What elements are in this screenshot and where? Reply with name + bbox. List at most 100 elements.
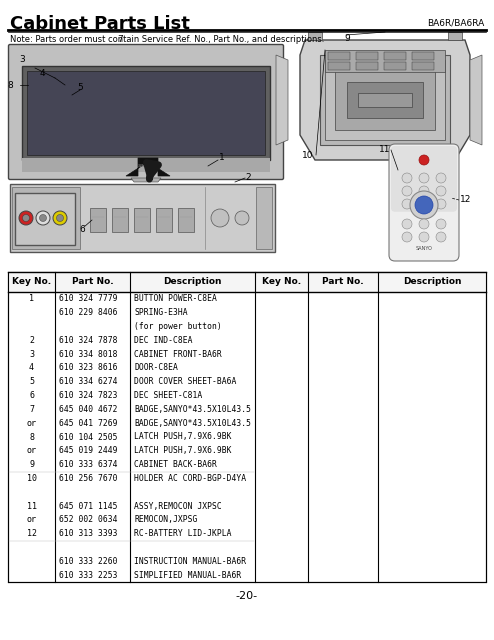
Bar [8, 272, 486, 292]
Text: DEC IND-C8EA: DEC IND-C8EA [134, 336, 193, 345]
Text: Note: Parts order must contain Service Ref. No., Part No., and descriptions.: Note: Parts order must contain Service R… [10, 35, 325, 44]
Bar [320, 55, 450, 145]
Text: 1: 1 [219, 154, 225, 163]
Circle shape [23, 214, 30, 221]
Text: BADGE,SANYO*43.5X10L43.5: BADGE,SANYO*43.5X10L43.5 [134, 405, 251, 414]
Text: 6: 6 [29, 391, 34, 400]
Circle shape [436, 186, 446, 196]
Text: Description: Description [403, 278, 461, 287]
Text: 610 313 3393: 610 313 3393 [59, 529, 118, 538]
Circle shape [436, 173, 446, 183]
Text: 9: 9 [344, 34, 350, 43]
Text: 645 040 4672: 645 040 4672 [59, 405, 118, 414]
FancyBboxPatch shape [8, 45, 284, 179]
Text: 610 324 7779: 610 324 7779 [59, 294, 118, 303]
Circle shape [419, 173, 429, 183]
Circle shape [53, 211, 67, 225]
Text: DOOR COVER SHEET-BA6A: DOOR COVER SHEET-BA6A [134, 377, 236, 387]
Text: 7: 7 [117, 35, 123, 44]
Text: 11: 11 [27, 502, 37, 511]
Text: BUTTON POWER-C8EA: BUTTON POWER-C8EA [134, 294, 217, 303]
Bar [256, 187, 272, 249]
Text: 11: 11 [378, 145, 390, 154]
Text: RC-BATTERY LID-JKPLA: RC-BATTERY LID-JKPLA [134, 529, 232, 538]
Text: Key No.: Key No. [12, 278, 51, 287]
Bar [112, 208, 128, 232]
Text: BADGE,SANYO*43.5X10L43.5: BADGE,SANYO*43.5X10L43.5 [134, 419, 251, 428]
Circle shape [402, 232, 412, 242]
FancyBboxPatch shape [389, 144, 459, 261]
Bar [27, 71, 265, 155]
Text: -20-: -20- [236, 591, 258, 601]
Bar [356, 52, 378, 60]
Text: 610 324 7878: 610 324 7878 [59, 336, 118, 345]
Text: 8: 8 [7, 81, 13, 90]
Text: SIMPLIFIED MANUAL-BA6R: SIMPLIFIED MANUAL-BA6R [134, 571, 241, 580]
Text: CABINET BACK-BA6R: CABINET BACK-BA6R [134, 460, 217, 469]
Text: DEC SHEET-C81A: DEC SHEET-C81A [134, 391, 202, 400]
Circle shape [436, 219, 446, 229]
Polygon shape [126, 158, 170, 176]
Text: 645 019 2449: 645 019 2449 [59, 446, 118, 455]
Text: BA6R/BA6RA: BA6R/BA6RA [427, 19, 484, 28]
Circle shape [419, 199, 429, 209]
Text: Cabinet Parts List: Cabinet Parts List [10, 15, 190, 33]
Bar [347, 82, 423, 118]
Circle shape [419, 186, 429, 196]
Text: 12: 12 [27, 529, 37, 538]
Bar [308, 32, 322, 40]
Text: 5: 5 [77, 83, 83, 93]
Bar [384, 52, 406, 60]
Bar [325, 50, 445, 72]
Text: 3: 3 [19, 56, 25, 65]
Text: REMOCON,JXPSG: REMOCON,JXPSG [134, 515, 198, 524]
Text: 4: 4 [29, 364, 34, 372]
Text: ASSY,REMOCON JXPSC: ASSY,REMOCON JXPSC [134, 502, 222, 511]
Text: SANYO: SANYO [415, 246, 432, 250]
Circle shape [436, 199, 446, 209]
Bar [335, 70, 435, 130]
Text: INSTRUCTION MANUAL-BA6R: INSTRUCTION MANUAL-BA6R [134, 557, 246, 566]
Text: 9: 9 [29, 460, 34, 469]
Text: 6: 6 [79, 225, 85, 234]
Polygon shape [470, 55, 482, 145]
Bar [178, 208, 194, 232]
Text: Key No.: Key No. [262, 278, 301, 287]
Text: 652 002 0634: 652 002 0634 [59, 515, 118, 524]
FancyBboxPatch shape [391, 146, 457, 212]
Circle shape [402, 173, 412, 183]
Bar [356, 62, 378, 70]
Bar [384, 62, 406, 70]
Circle shape [410, 191, 438, 219]
Text: 2: 2 [245, 173, 251, 182]
Text: 1: 1 [29, 294, 34, 303]
Text: 610 334 6274: 610 334 6274 [59, 377, 118, 387]
Text: 610 229 8406: 610 229 8406 [59, 308, 118, 317]
Polygon shape [276, 55, 288, 145]
Circle shape [19, 211, 33, 225]
Text: LATCH PUSH,7.9X6.9BK: LATCH PUSH,7.9X6.9BK [134, 433, 232, 442]
Bar [22, 66, 270, 160]
Bar [328, 52, 350, 60]
Text: sanyo: sanyo [138, 163, 154, 168]
Text: 4: 4 [39, 68, 45, 77]
Text: 3: 3 [29, 349, 34, 358]
Text: 610 323 8616: 610 323 8616 [59, 364, 118, 372]
Text: 645 041 7269: 645 041 7269 [59, 419, 118, 428]
Bar [12, 187, 80, 249]
Text: or: or [27, 515, 37, 524]
Text: 12: 12 [460, 195, 471, 205]
Text: Description: Description [163, 278, 222, 287]
Text: (for power button): (for power button) [134, 322, 222, 331]
Bar [22, 158, 270, 172]
Bar [8, 272, 486, 582]
Text: HOLDER AC CORD-BGP-D4YA: HOLDER AC CORD-BGP-D4YA [134, 474, 246, 483]
Circle shape [402, 199, 412, 209]
Bar [412, 52, 434, 60]
Bar [10, 184, 275, 252]
Circle shape [419, 155, 429, 165]
Text: 610 333 2253: 610 333 2253 [59, 571, 118, 580]
Text: 610 333 2260: 610 333 2260 [59, 557, 118, 566]
Circle shape [211, 209, 229, 227]
Text: Part No.: Part No. [322, 278, 364, 287]
